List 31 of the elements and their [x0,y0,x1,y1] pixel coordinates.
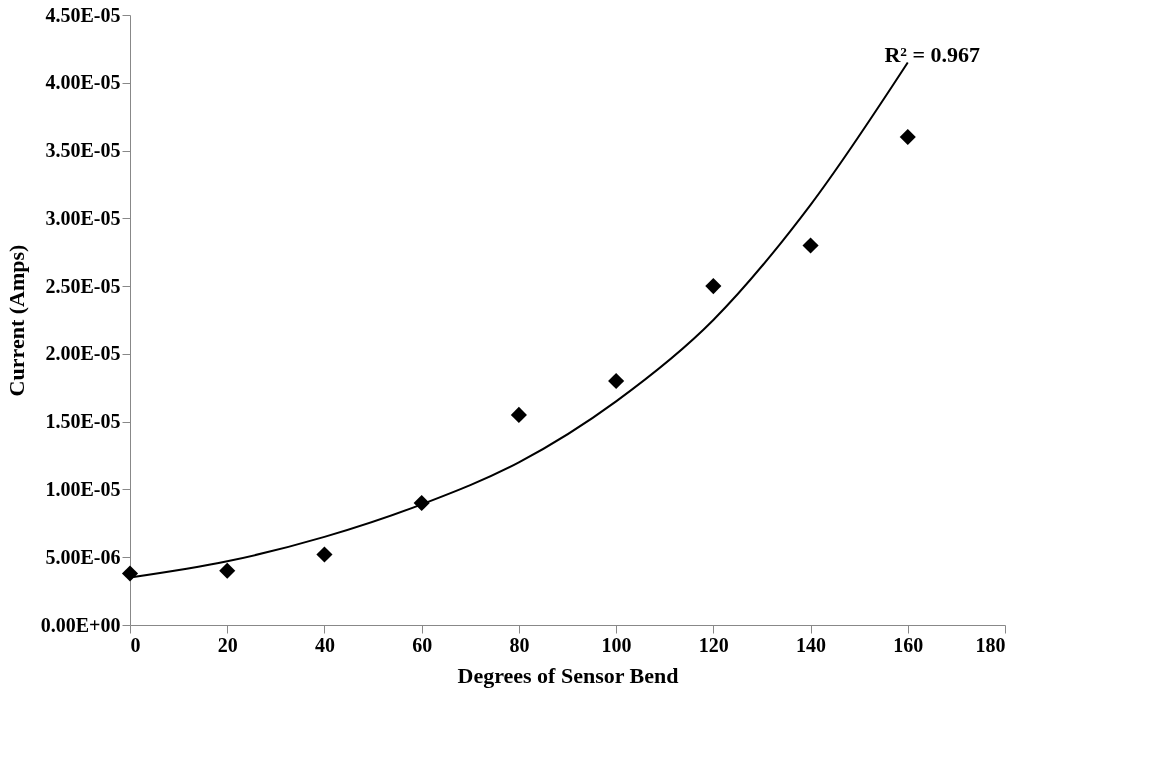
x-axis-title: Degrees of Sensor Bend [457,662,679,688]
y-axis-title: Current (Amps) [3,244,29,397]
x-tick-label: 60 [412,633,433,656]
point [121,565,139,582]
y-tick-label: 3.50E-05 [45,139,121,162]
point [608,372,625,390]
y-tick-label: 2.00E-05 [45,342,121,365]
point [705,278,722,295]
point [899,128,916,146]
x-tick-label: 100 [601,633,632,656]
point [219,562,236,579]
y-tick-label: 1.00E-05 [45,477,121,500]
y-tick-label: 4.50E-05 [45,3,121,26]
x-tick-label: 0 [130,633,141,656]
x-tick-label: 120 [698,633,729,656]
y-tick-label: 3.00E-05 [45,206,121,229]
point [510,406,527,423]
y-tick-label: 2.50E-05 [45,274,121,297]
y-tick-label: 0.00E+00 [40,613,121,636]
point [316,546,333,563]
x-tick-label: 20 [217,633,238,656]
x-tick-label: 80 [509,633,530,656]
y-tick-label: 4.00E-05 [45,71,121,94]
y-tick-label: 5.00E-06 [45,545,121,568]
x-tick-label: 140 [796,633,827,656]
point [802,237,819,254]
x-tick-label: 40 [314,633,335,656]
x-tick-label: 160 [893,633,924,656]
x-tick-label: 180 [975,633,1006,656]
y-tick-label: 1.50E-05 [45,410,121,433]
annotation: R² = 0.967 [884,42,980,67]
